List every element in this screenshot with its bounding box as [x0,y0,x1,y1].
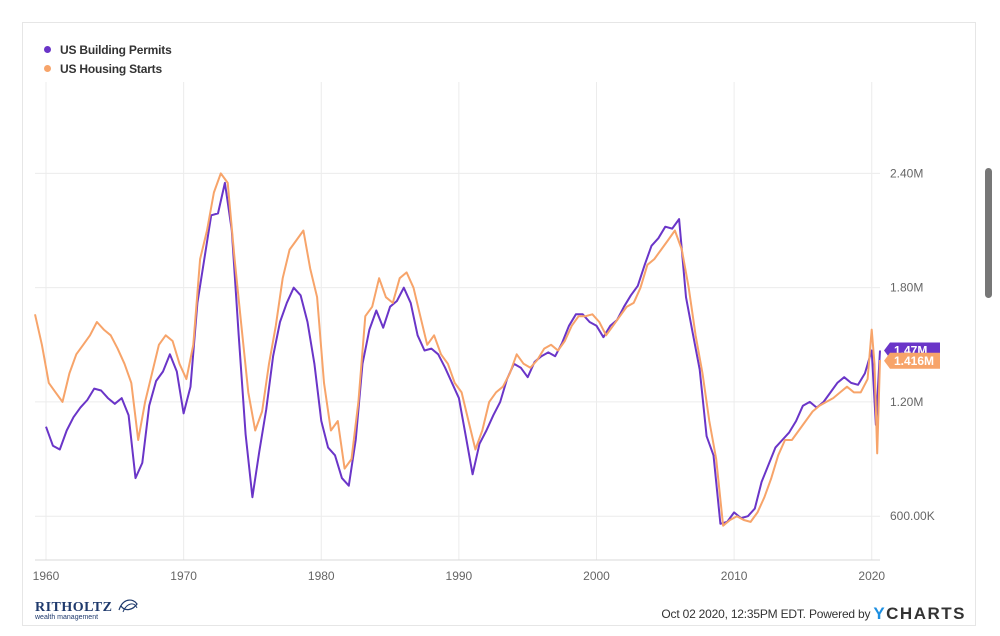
x-tick-label: 2020 [858,569,885,583]
x-tick-label: 1960 [33,569,60,583]
chart-frame [22,22,976,626]
ritholtz-logo: RITHOLTZ wealth management [35,596,139,621]
x-tick-label: 1970 [170,569,197,583]
y-tick-label: 1.80M [890,281,923,295]
y-tick-label: 2.40M [890,166,923,180]
ycharts-y: Y [873,604,887,623]
x-tick-label: 1990 [446,569,473,583]
logo-subtext: wealth management [35,614,99,621]
legend-marker-housing-starts [44,65,51,72]
chart-legend: US Building Permits US Housing Starts [44,40,172,78]
legend-label: US Housing Starts [60,61,162,76]
chart-footer: Oct 02 2020, 12:35PM EDT. Powered by YCH… [661,604,966,624]
x-tick-label: 2010 [721,569,748,583]
ycharts-word: CHARTS [886,604,966,623]
logo-text: RITHOLTZ [35,600,113,615]
y-tick-label: 1.20M [890,395,923,409]
y-tick-label: 600.00K [890,509,935,523]
badge-value-text: 1.416M [894,354,934,368]
timestamp-text: Oct 02 2020, 12:35PM EDT. Powered by [661,607,871,621]
legend-marker-building-permits [44,46,51,53]
x-tick-label: 1980 [308,569,335,583]
page-scrollbar[interactable] [985,168,992,298]
starts-value-badge [884,352,940,369]
logo-swirl-icon [118,599,138,613]
legend-item-building-permits[interactable]: US Building Permits [44,40,172,59]
legend-item-housing-starts[interactable]: US Housing Starts [44,59,172,78]
ycharts-logo[interactable]: YCHARTS [873,604,966,624]
x-tick-label: 2000 [583,569,610,583]
legend-label: US Building Permits [60,42,172,57]
building-permits-line [45,181,881,525]
housing-starts-line [34,172,881,527]
